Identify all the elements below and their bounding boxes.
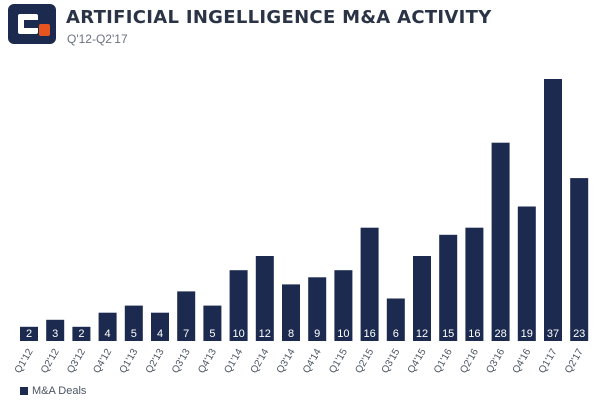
bar-chart: 2 3 2 4 5 4 7 5 10 12 8 9 10 16 6 12 15 16 28 19 37 23 Q1'12 Q… (13, 79, 589, 376)
value-label-q113: 5 (131, 328, 137, 340)
value-label-q314: 8 (288, 328, 294, 340)
bar-q212 (46, 319, 65, 341)
value-label-q412: 4 (105, 328, 111, 340)
bar-q217 (570, 178, 589, 341)
value-label-q415: 12 (416, 328, 428, 340)
value-label-q313: 7 (183, 328, 189, 340)
bar-q116 (439, 234, 458, 341)
x-tick-q413: Q4'13 (196, 347, 219, 376)
bars-layer (20, 79, 589, 341)
bar-q115 (334, 270, 353, 341)
value-label-q212: 3 (52, 328, 58, 340)
legend: M&A Deals (20, 384, 86, 398)
legend-swatch (20, 387, 28, 395)
chart-title: ARTIFICIAL INGELLIGENCE M&A ACTIVITY (66, 7, 492, 28)
value-label-q414: 9 (314, 328, 320, 340)
bar-q413 (203, 305, 222, 341)
chart-header: ARTIFICIAL INGELLIGENCE M&A ACTIVITY Q'1… (0, 0, 600, 60)
value-label-q112: 2 (26, 328, 32, 340)
x-tick-q112: Q1'12 (13, 347, 36, 376)
value-label-q116: 15 (442, 328, 454, 340)
bar-q416 (517, 206, 536, 341)
value-label-q215: 16 (363, 328, 375, 340)
x-tick-q316: Q3'16 (484, 347, 507, 376)
x-tick-q416: Q4'16 (511, 347, 534, 376)
x-tick-q215: Q2'15 (353, 347, 376, 376)
value-label-q416: 19 (521, 328, 533, 340)
bar-q215 (360, 227, 379, 341)
x-tick-q313: Q3'13 (170, 347, 193, 376)
value-label-q315: 6 (393, 328, 399, 340)
x-tick-q214: Q2'14 (249, 347, 272, 376)
x-tick-q116: Q1'16 (432, 347, 455, 376)
x-tick-q414: Q4'14 (301, 347, 324, 376)
x-tick-q314: Q3'14 (275, 347, 298, 376)
value-label-q115: 10 (337, 328, 349, 340)
value-label-q217: 23 (573, 328, 585, 340)
value-label-q216: 16 (468, 328, 480, 340)
x-tick-q217: Q2'17 (563, 347, 586, 376)
bar-q415 (413, 256, 431, 341)
x-tick-q415: Q4'15 (406, 347, 429, 376)
x-tick-q117: Q1'17 (537, 347, 560, 376)
value-label-q214: 12 (259, 328, 271, 340)
bar-q412 (98, 312, 117, 341)
bar-q117 (544, 79, 562, 341)
cb-insights-logo-icon (8, 4, 56, 44)
x-tick-q412: Q4'12 (91, 347, 114, 376)
bar-q112 (20, 326, 38, 341)
value-labels-layer: 2 3 2 4 5 4 7 5 10 12 8 9 10 16 6 12 15 16 28 19 37 23 (26, 328, 585, 340)
bar-q314 (282, 284, 300, 341)
value-label-q114: 10 (232, 328, 244, 340)
value-label-q312: 2 (78, 328, 84, 340)
bar-q213 (151, 312, 169, 341)
value-label-q316: 28 (494, 328, 506, 340)
value-label-q213: 4 (157, 328, 163, 340)
legend-label: M&A Deals (32, 385, 87, 397)
value-label-q117: 37 (547, 328, 559, 340)
bar-q315 (386, 298, 405, 341)
bar-q312 (72, 326, 91, 341)
x-tick-q312: Q3'12 (65, 347, 88, 376)
x-tick-q114: Q1'14 (222, 347, 245, 376)
bar-q316 (491, 142, 510, 341)
x-tick-q315: Q3'15 (380, 347, 403, 376)
bar-q214 (255, 256, 274, 341)
chart-subtitle: Q'12-Q2'17 (67, 32, 128, 46)
x-tick-q113: Q1'13 (118, 347, 141, 376)
bar-q313 (177, 291, 196, 341)
x-tick-q213: Q2'13 (144, 347, 167, 376)
x-tick-q115: Q1'15 (327, 347, 350, 376)
bar-q113 (124, 305, 143, 341)
value-label-q413: 5 (209, 328, 215, 340)
x-tick-q216: Q2'16 (458, 347, 481, 376)
bar-q216 (465, 227, 484, 341)
bar-q114 (229, 270, 248, 341)
x-tick-q212: Q2'12 (39, 347, 62, 376)
bar-q414 (308, 277, 327, 341)
x-tick-labels: Q1'12 Q2'12 Q3'12 Q4'12 Q1'13 Q2'13 Q3'13 Q4'13… (13, 347, 586, 376)
